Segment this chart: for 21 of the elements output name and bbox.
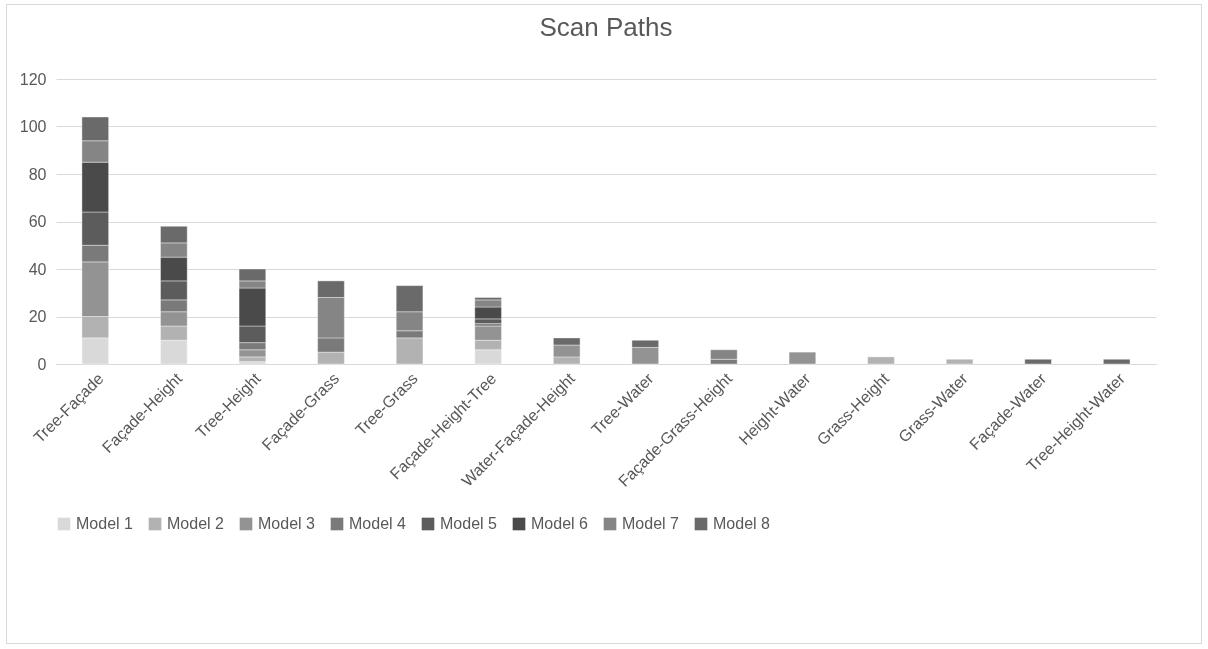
y-tick-label: 60 <box>28 213 47 230</box>
y-tick-label: 0 <box>37 355 47 373</box>
y-tick-label: 40 <box>28 260 47 278</box>
legend-label: Model 1 <box>76 515 134 532</box>
bar <box>788 351 816 365</box>
bar <box>946 359 974 365</box>
legend-label: Model 8 <box>713 515 771 532</box>
chart-title: Scan Paths <box>539 12 673 42</box>
y-tick-label: 20 <box>28 308 47 325</box>
bar <box>867 356 895 365</box>
legend-label: Model 2 <box>167 515 225 532</box>
legend-label: Model 6 <box>531 515 589 532</box>
y-tick-label: 80 <box>28 165 47 183</box>
legend-label: Model 3 <box>258 515 316 532</box>
y-tick-label: 120 <box>19 70 47 88</box>
legend-label: Model 4 <box>349 515 407 532</box>
legend-label: Model 7 <box>622 515 680 532</box>
bar <box>1024 359 1052 365</box>
y-tick-label: 100 <box>19 118 47 135</box>
legend-label: Model 5 <box>440 515 498 532</box>
bar <box>1103 359 1131 365</box>
